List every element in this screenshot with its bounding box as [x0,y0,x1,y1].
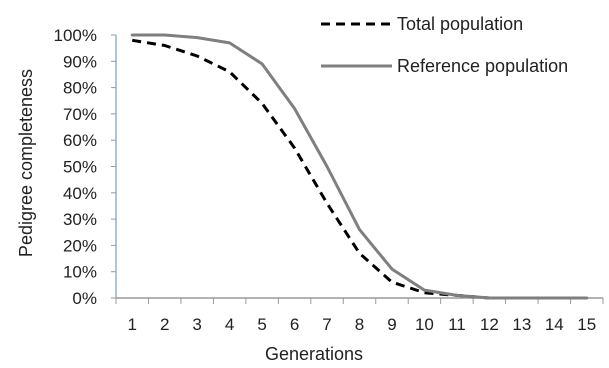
y-tick-label: 70% [63,105,97,124]
series-line-reference-population [130,33,589,300]
y-tick-label: 50% [63,158,97,177]
y-tick-label: 100% [54,26,97,45]
y-tick-label: 20% [63,236,97,255]
y-axis-title: Pedigree completeness [16,69,36,257]
y-tick-label: 40% [63,184,97,203]
x-tick-label: 8 [355,315,364,334]
x-tick-label: 10 [415,315,434,334]
legend-label-total-population: Total population [397,14,523,34]
x-tick-label: 1 [127,315,136,334]
x-tick-label: 7 [322,315,331,334]
x-tick-label: 12 [480,315,499,334]
y-tick-label: 90% [63,52,97,71]
x-tick-label: 2 [160,315,169,334]
legend-label-reference-population: Reference population [397,56,568,76]
x-tick-label: 13 [512,315,531,334]
x-tick-label: 14 [545,315,564,334]
series-line-total-population [131,38,587,300]
x-axis: 1 2 3 4 5 6 7 8 9 10 11 12 13 14 15 [115,297,604,334]
x-tick-label: 11 [448,315,466,334]
x-tick-label: 6 [290,315,299,334]
legend: Total population Reference population [321,14,568,76]
x-tick-label: 9 [387,315,396,334]
y-tick-label: 30% [63,210,97,229]
y-tick-label: 0% [72,289,97,308]
x-tick-label: 15 [577,315,596,334]
y-tick-label: 60% [63,131,97,150]
x-tick-label: 4 [225,315,234,334]
plot-series [130,33,589,300]
y-tick-label: 80% [63,79,97,98]
x-tick-label: 5 [257,315,266,334]
x-tick-label: 3 [192,315,201,334]
x-axis-title: Generations [265,344,363,364]
y-axis: 0% 10% 20% 30% 40% 50% 60% 70% 80% 90% 100% [54,26,117,308]
y-tick-label: 10% [63,263,97,282]
